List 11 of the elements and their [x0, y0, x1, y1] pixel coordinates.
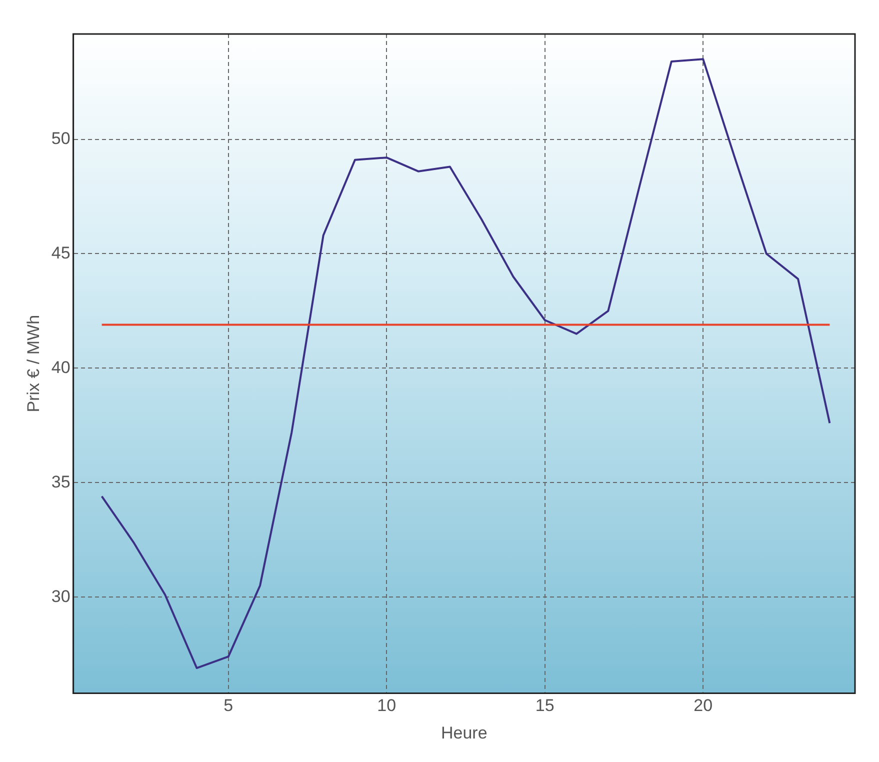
- x-tick-label: 20: [694, 696, 713, 716]
- x-tick-label: 15: [535, 696, 554, 716]
- y-tick-label: 40: [51, 358, 70, 377]
- y-tick-label: 35: [51, 472, 70, 492]
- x-tick-label: 10: [377, 696, 396, 716]
- y-tick-label: 50: [51, 128, 70, 148]
- x-axis-title: Heure: [441, 723, 488, 742]
- y-axis-title: Prix € / MWh: [24, 314, 43, 412]
- x-tick-label: 5: [224, 696, 234, 716]
- y-tick-label: 45: [51, 243, 70, 262]
- y-tick-label: 30: [51, 586, 70, 606]
